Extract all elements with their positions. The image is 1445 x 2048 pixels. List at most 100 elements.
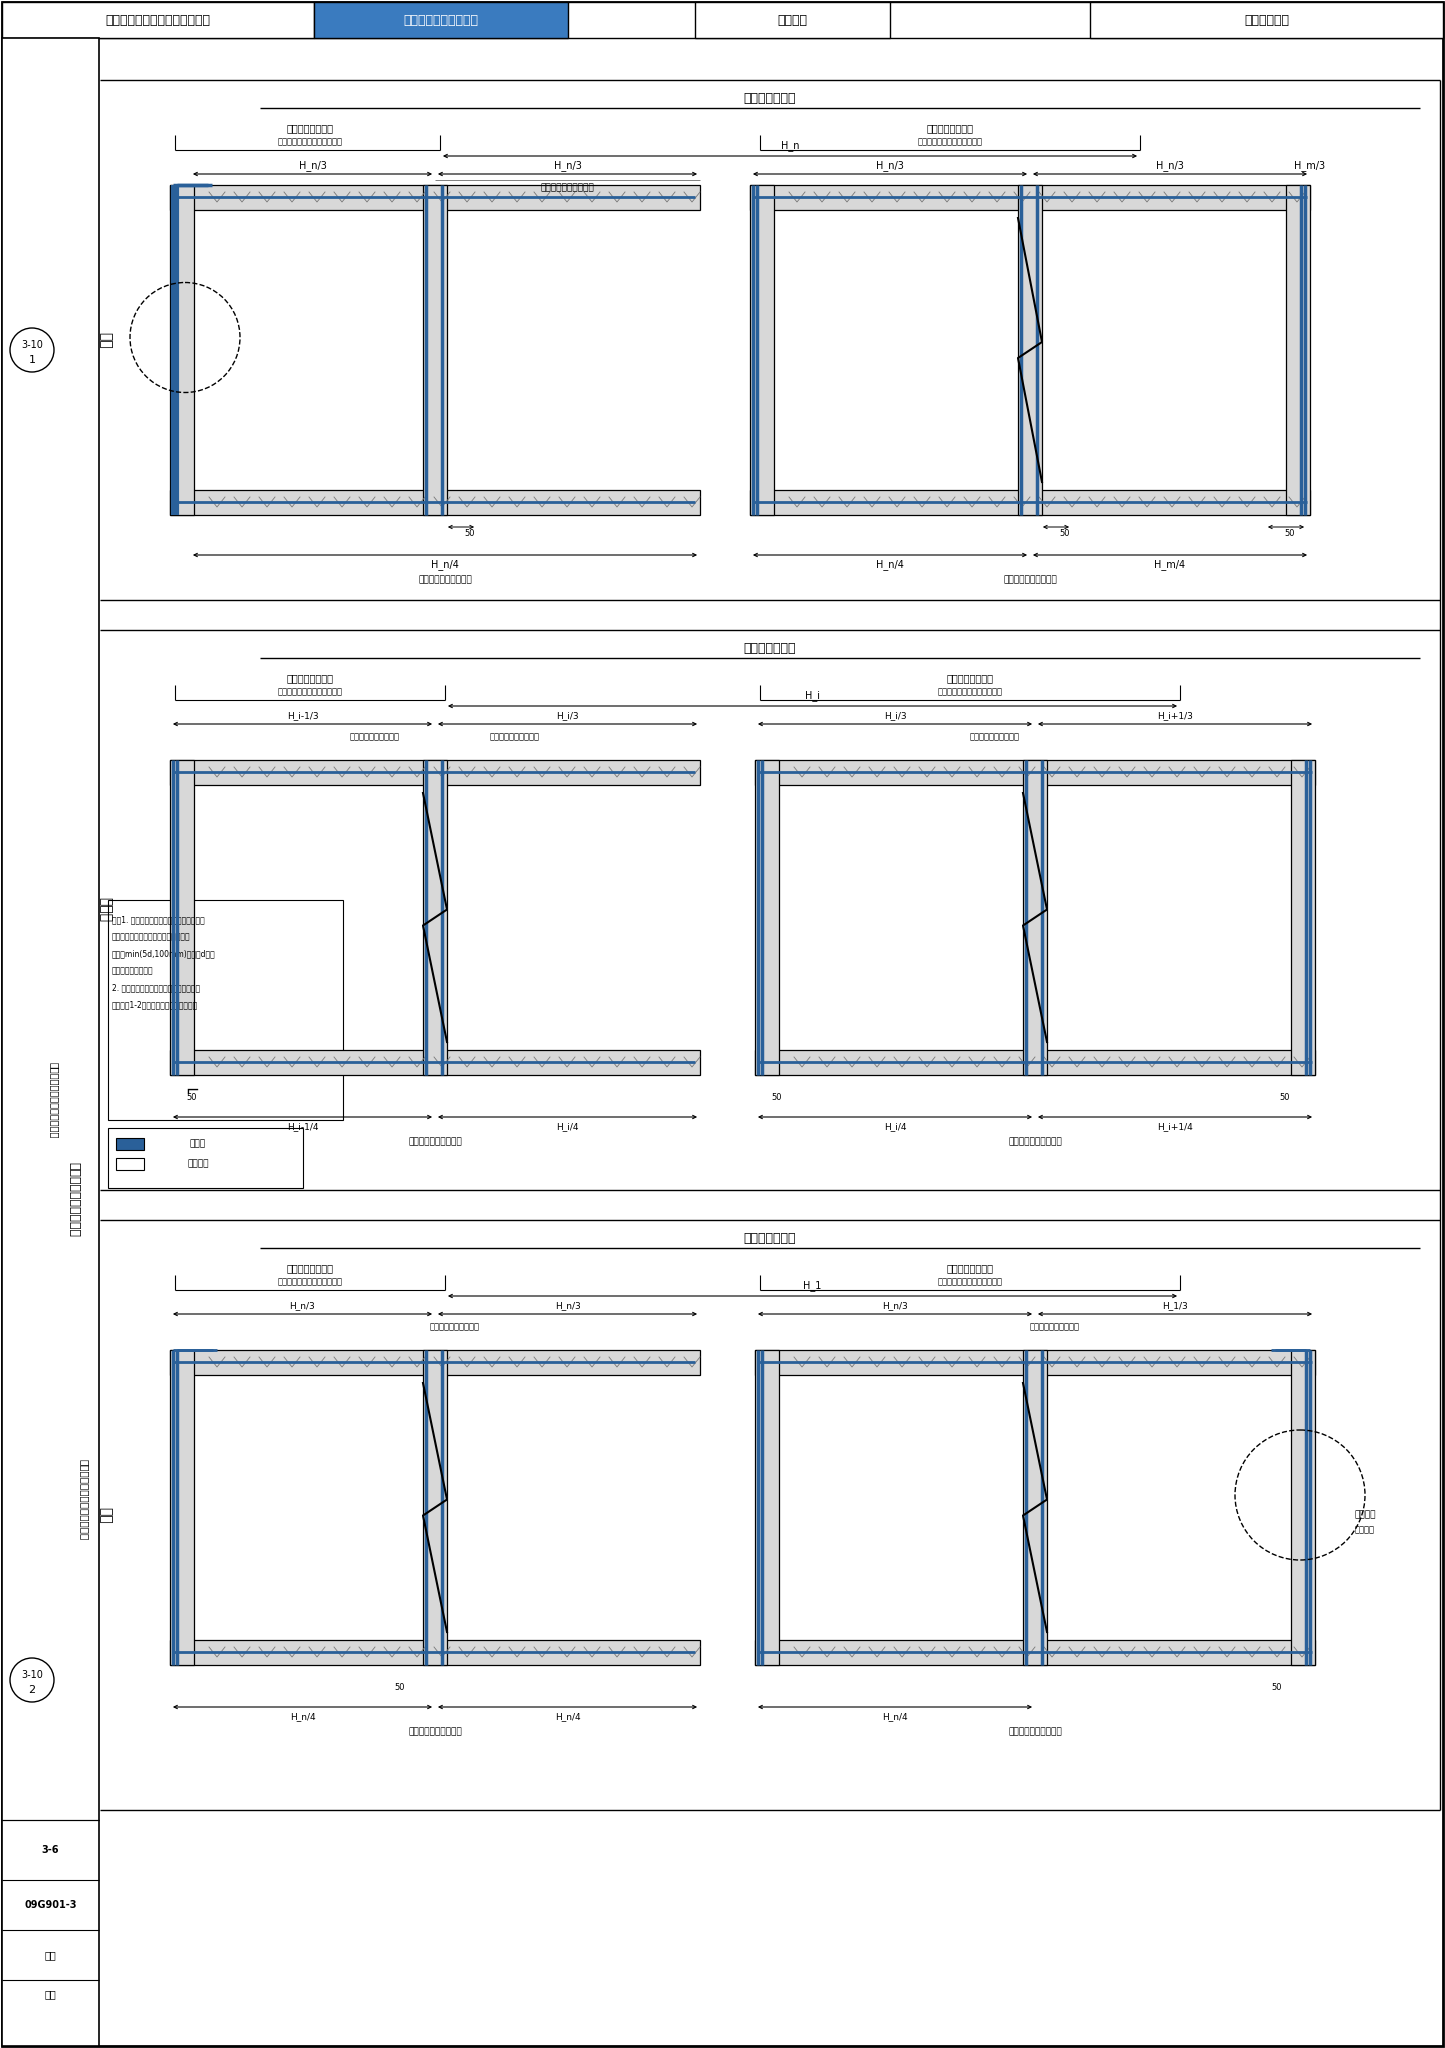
Text: H_n/4: H_n/4 — [876, 559, 905, 571]
Text: H_n/3: H_n/3 — [299, 160, 327, 172]
Text: 端部: 端部 — [98, 332, 113, 348]
Text: 一般构造要求: 一般构造要求 — [1244, 14, 1289, 27]
Bar — [754, 1350, 779, 1665]
Text: H_n/3: H_n/3 — [289, 1300, 315, 1311]
Bar — [423, 1350, 447, 1665]
Bar — [1286, 184, 1311, 514]
Text: 外侧竖向贯通筋与非贯通筋的: 外侧竖向贯通筋与非贯通筋的 — [49, 1061, 59, 1139]
Text: H_n: H_n — [780, 141, 799, 152]
Bar — [754, 760, 1315, 784]
Text: 非贯通筋: 非贯通筋 — [188, 1159, 208, 1169]
Text: H_1/3: H_1/3 — [1162, 1300, 1188, 1311]
Text: 内侧竖向贯通筋连接区: 内侧竖向贯通筋连接区 — [1003, 575, 1056, 584]
Text: 端部大样: 端部大样 — [1354, 1511, 1376, 1520]
Text: H_i-1/4: H_i-1/4 — [286, 1122, 318, 1130]
Bar — [171, 760, 699, 784]
Text: 1: 1 — [29, 354, 36, 365]
Circle shape — [10, 1659, 53, 1702]
Text: 2: 2 — [29, 1686, 36, 1696]
Text: 外侧竖向非贯通筋: 外侧竖向非贯通筋 — [286, 674, 334, 682]
Text: 内侧竖向贯通筋连接区: 内侧竖向贯通筋连接区 — [407, 1729, 462, 1737]
Bar — [171, 1051, 699, 1075]
Text: ⌐: ⌐ — [185, 1081, 199, 1100]
Text: H_1: H_1 — [803, 1280, 822, 1292]
Bar — [754, 1051, 1315, 1075]
Bar — [171, 489, 699, 514]
Text: 外侧竖向贯通筋连接区: 外侧竖向贯通筋连接区 — [350, 733, 400, 741]
Text: H_m/4: H_m/4 — [1155, 559, 1185, 571]
Bar — [423, 184, 447, 514]
Bar — [1290, 760, 1315, 1075]
Text: 内侧竖向贯通筋连接区: 内侧竖向贯通筋连接区 — [407, 1137, 462, 1147]
Text: 外侧竖向贯通筋: 外侧竖向贯通筋 — [744, 641, 796, 655]
Text: 50: 50 — [1285, 528, 1295, 537]
Text: H_n/4: H_n/4 — [555, 1712, 581, 1722]
Text: H_n/4: H_n/4 — [883, 1712, 907, 1722]
Text: H_n/4: H_n/4 — [289, 1712, 315, 1722]
Text: H_n/3: H_n/3 — [876, 160, 905, 172]
Text: 竖向钢筋连接构造示意: 竖向钢筋连接构造示意 — [68, 1163, 81, 1237]
Text: H_i-1/3: H_i-1/3 — [286, 711, 318, 721]
Bar — [171, 760, 194, 1075]
Bar — [750, 489, 1311, 514]
Text: 内侧竖向贯通筋连接区: 内侧竖向贯通筋连接区 — [970, 733, 1020, 741]
Bar — [171, 1640, 699, 1665]
Text: H_i/4: H_i/4 — [884, 1122, 906, 1130]
Text: 外侧竖向贯通筋: 外侧竖向贯通筋 — [744, 1231, 796, 1245]
Text: H_n/3: H_n/3 — [553, 160, 581, 172]
Text: 接时，搭接长度范围内箍筋加密，间距: 接时，搭接长度范围内箍筋加密，间距 — [113, 932, 191, 940]
Text: 内侧竖向贯通筋连接区: 内侧竖向贯通筋连接区 — [1009, 1729, 1062, 1737]
Text: 50: 50 — [1272, 1683, 1282, 1692]
Bar — [423, 760, 447, 1075]
Bar — [171, 184, 699, 211]
Text: H_n/3: H_n/3 — [1156, 160, 1183, 172]
Text: 内侧竖向贯通筋连接区: 内侧竖向贯通筋连接区 — [1009, 1137, 1062, 1147]
Bar — [1, 39, 100, 2046]
Bar — [314, 2, 568, 39]
Text: 筏形基础: 筏形基础 — [777, 14, 808, 27]
Bar — [108, 899, 342, 1120]
Text: 独立基础、条形基础、桩基承台: 独立基础、条形基础、桩基承台 — [105, 14, 211, 27]
Text: 外侧竖向非贯通筋: 外侧竖向非贯通筋 — [286, 123, 334, 133]
Bar — [695, 2, 890, 39]
Bar — [1, 2, 314, 39]
Text: H_n/3: H_n/3 — [881, 1300, 907, 1311]
Bar — [171, 184, 194, 514]
Bar — [1090, 2, 1444, 39]
Text: 3-6: 3-6 — [42, 1845, 59, 1855]
Bar — [1, 2, 1444, 39]
Text: 注：1. 当在楼层处竖向钢筋采用绑扎搭接连: 注：1. 当在楼层处竖向钢筋采用绑扎搭接连 — [113, 915, 205, 924]
Bar — [108, 1128, 303, 1188]
Bar — [754, 1640, 1315, 1665]
Text: （延伸长度按具体设计标注）: （延伸长度按具体设计标注） — [938, 1278, 1003, 1286]
Text: 50: 50 — [465, 528, 475, 537]
Bar — [754, 760, 779, 1075]
Text: 外侧竖向贯通筋: 外侧竖向贯通筋 — [744, 92, 796, 104]
Text: 内侧竖向贯通筋连接区: 内侧竖向贯通筋连接区 — [490, 733, 540, 741]
Text: （延伸长度按具体设计标注）: （延伸长度按具体设计标注） — [277, 1278, 342, 1286]
Text: H_i: H_i — [805, 690, 819, 702]
Text: 外侧竖向贯通筋连接区: 外侧竖向贯通筋连接区 — [540, 184, 594, 193]
Text: （延伸长度按具体设计标注）: （延伸长度按具体设计标注） — [918, 137, 983, 147]
Text: 50: 50 — [1059, 528, 1071, 537]
Text: 详见图集: 详见图集 — [1355, 1526, 1376, 1534]
Bar — [171, 1350, 699, 1374]
Text: 图号: 图号 — [45, 1950, 56, 1960]
Text: 外侧竖向贯通筋连接区: 外侧竖向贯通筋连接区 — [431, 1323, 480, 1331]
Text: 外侧竖向贯通筋与非贯通筋的: 外侧竖向贯通筋与非贯通筋的 — [79, 1460, 90, 1540]
Bar — [754, 1350, 1315, 1374]
Text: 比例: 比例 — [45, 1989, 56, 1999]
Text: 详见图集1-2册，筏形基础施工图册见。: 详见图集1-2册，筏形基础施工图册见。 — [113, 999, 198, 1010]
Text: 箱形基础和地下室结构: 箱形基础和地下室结构 — [403, 14, 478, 27]
Bar — [750, 184, 1311, 211]
Text: H_i/3: H_i/3 — [556, 711, 579, 721]
Text: 外侧竖向非贯通筋: 外侧竖向非贯通筋 — [946, 674, 994, 682]
Text: 外侧竖向非贯通筋: 外侧竖向非贯通筋 — [946, 1264, 994, 1274]
Text: 09G901-3: 09G901-3 — [25, 1901, 77, 1911]
Bar — [1023, 760, 1048, 1075]
Bar — [1290, 1350, 1315, 1665]
Text: 内侧竖向贯通筋连接区: 内侧竖向贯通筋连接区 — [418, 575, 473, 584]
Text: H_i/4: H_i/4 — [556, 1122, 579, 1130]
Text: H_m/3: H_m/3 — [1295, 160, 1325, 172]
Text: 50: 50 — [772, 1092, 782, 1102]
